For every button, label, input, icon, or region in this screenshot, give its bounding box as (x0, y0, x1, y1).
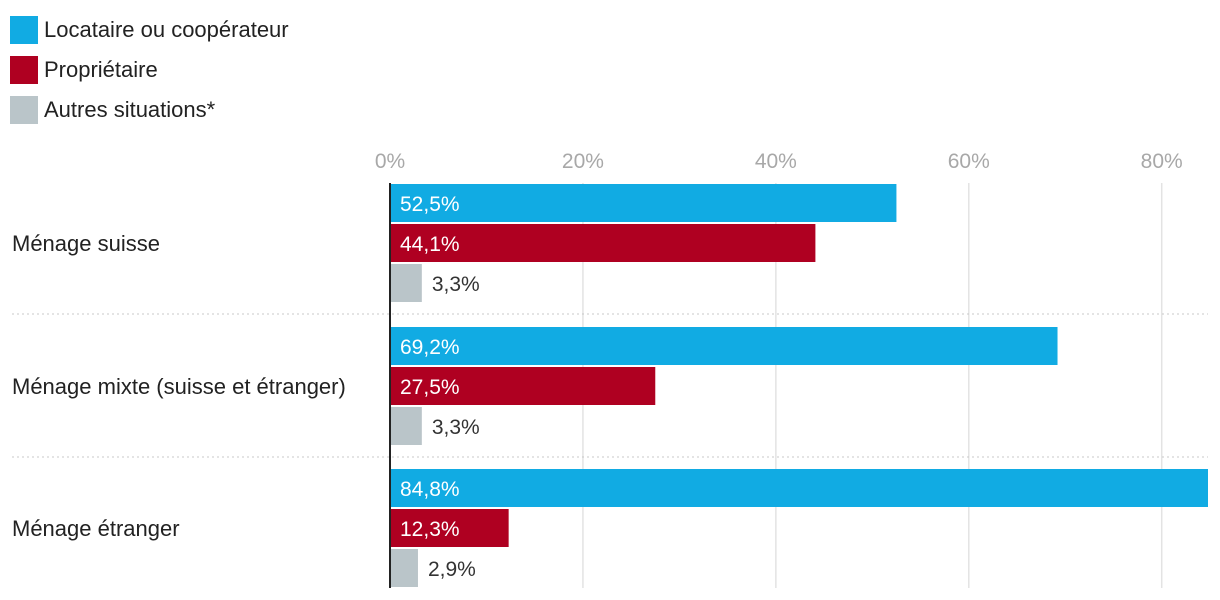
bar (390, 184, 897, 222)
bar (390, 264, 422, 302)
x-tick-label: 0% (375, 150, 405, 173)
bar (390, 224, 816, 262)
data-label: 3,3% (432, 416, 480, 439)
legend-label: Locataire ou coopérateur (44, 17, 289, 42)
bar (390, 407, 422, 445)
bar (390, 469, 1208, 507)
data-label: 2,9% (428, 558, 476, 581)
bar (390, 367, 656, 405)
data-label: 3,3% (432, 273, 480, 296)
data-label: 44,1% (400, 233, 460, 256)
category-label: Ménage mixte (suisse et étranger) (12, 374, 346, 399)
legend-item: Locataire ou coopérateur (10, 10, 289, 50)
x-tick-label: 40% (755, 150, 797, 173)
legend-swatch (10, 16, 38, 44)
category-label: Ménage étranger (12, 516, 180, 541)
bar (390, 549, 418, 587)
bar (390, 509, 509, 547)
data-label: 52,5% (400, 193, 460, 216)
x-tick-label: 20% (562, 150, 604, 173)
category-label: Ménage suisse (12, 231, 160, 256)
data-label: 27,5% (400, 376, 460, 399)
data-label: 12,3% (400, 518, 460, 541)
data-label: 84,8% (400, 478, 460, 501)
legend-swatch (10, 96, 38, 124)
legend-swatch (10, 56, 38, 84)
x-tick-label: 60% (948, 150, 990, 173)
legend-label: Autres situations* (44, 97, 216, 122)
legend-item: Propriétaire (10, 50, 289, 90)
legend-item: Autres situations* (10, 90, 289, 130)
legend-label: Propriétaire (44, 57, 158, 82)
x-tick-label: 80% (1141, 150, 1183, 173)
bar (390, 327, 1058, 365)
data-label: 69,2% (400, 336, 460, 359)
legend: Locataire ou coopérateur Propriétaire Autr… (10, 10, 289, 130)
